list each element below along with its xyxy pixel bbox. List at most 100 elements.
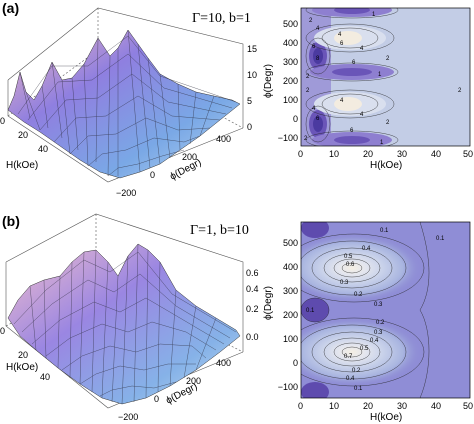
panel-b-contour-xlabel: H(kOe): [370, 412, 402, 423]
contour-label: 6: [352, 60, 356, 66]
panel-b-surface-mesh: [13, 243, 237, 405]
contour-label: 0.5: [344, 254, 353, 260]
panel-a-h-label: H(kOe): [6, 160, 38, 171]
panel-a-contour-x-ticks: 0 10 20 30 40 50 H(kOe): [298, 149, 473, 171]
x-tick: 50: [463, 401, 473, 411]
x-tick: 10: [329, 149, 339, 159]
z-tick: 5: [247, 96, 252, 106]
contour-band: [334, 8, 370, 14]
panel-b-params: Γ=1, b=10: [190, 223, 249, 238]
contour-lobe: [313, 116, 323, 132]
panel-a-surface-mesh: [17, 29, 237, 177]
y-tick: 500: [283, 19, 298, 29]
y-tick: 200: [283, 76, 298, 86]
contour-label: 0.1: [380, 228, 389, 234]
phi-tick: 200: [186, 376, 201, 386]
contour-frame: [300, 221, 471, 399]
contour-label: 4: [316, 26, 320, 32]
phi-tick: 200: [182, 152, 197, 162]
x-tick: 30: [397, 149, 407, 159]
contour-label: 2: [386, 120, 390, 126]
x-tick: 10: [329, 401, 339, 411]
contour-label: 0.2: [352, 368, 361, 374]
h-tick: 0: [0, 326, 5, 336]
x-tick: 40: [431, 149, 441, 159]
panel-a-label: (a): [2, 0, 19, 16]
y-tick: 300: [283, 286, 298, 296]
contour-lobe: [301, 298, 329, 322]
contour-label: 0.3: [374, 302, 383, 308]
contour-frame: [300, 7, 471, 147]
contour-label: 0.4: [370, 338, 379, 344]
h-tick: 40: [40, 372, 50, 382]
contour-label: 0.2: [376, 320, 385, 326]
z-tick: 0.0: [246, 332, 259, 342]
panel-a-h-ticks: 0 20 40 H(kOe): [0, 116, 48, 171]
contour-label: 2: [304, 136, 308, 142]
contour-label: 0.1: [306, 308, 315, 314]
contour-label: 4: [360, 46, 364, 52]
h-tick: 40: [38, 144, 48, 154]
contour-label: 2: [458, 88, 462, 94]
phi-tick: 400: [216, 358, 231, 368]
contour-label: 1: [378, 72, 382, 78]
panel-b-contour-ylabel: ϕ(Degr): [263, 286, 274, 320]
x-tick: 50: [463, 149, 473, 159]
y-tick: 0: [293, 114, 298, 124]
x-tick: 20: [363, 149, 373, 159]
y-tick: 300: [283, 57, 298, 67]
contour-label: 6: [312, 44, 316, 50]
contour-band: [334, 136, 370, 144]
contour-lobe: [301, 222, 329, 238]
panel-a-contour: 2 4 6 8 2 4 6 1 4 6 2 1 2 4 6 2 4 4 2 6: [263, 7, 473, 171]
contour-label: 0.4: [362, 246, 371, 252]
panel-b-contour-y-ticks: −100 0 100 200 300 400 500: [278, 238, 298, 392]
y-tick: 0: [293, 358, 298, 368]
contour-label: 0.7: [344, 354, 353, 360]
z-tick: 0.4: [246, 284, 259, 294]
panel-a-params: Γ=10, b=1: [192, 11, 251, 26]
x-tick: 0: [298, 401, 303, 411]
contour-label: 0.5: [360, 346, 369, 352]
panel-a-contour-xlabel: H(kOe): [370, 160, 402, 171]
contour-label: 4: [340, 98, 344, 104]
z-tick: 0.2: [246, 304, 259, 314]
contour-label: 0.1: [436, 236, 445, 242]
contour-label: 6: [350, 128, 354, 134]
contour-label: 2: [386, 56, 390, 62]
y-tick: 200: [283, 310, 298, 320]
contour-band: [332, 68, 372, 76]
contour-label: 1: [380, 140, 384, 146]
phi-tick: 400: [216, 134, 231, 144]
x-tick: 30: [397, 401, 407, 411]
x-tick: 20: [363, 401, 373, 411]
panel-b-label: (b): [2, 213, 20, 229]
contour-label: 4: [312, 106, 316, 112]
z-tick: 10: [247, 70, 257, 80]
contour-label: 0.3: [374, 330, 383, 336]
phi-tick: 0: [154, 394, 159, 404]
h-tick: 20: [18, 350, 28, 360]
y-tick: 400: [283, 262, 298, 272]
panel-a-contour-ylabel: ϕ(Degr): [263, 64, 274, 98]
h-tick: 20: [18, 130, 28, 140]
contour-label: 0.6: [346, 262, 355, 268]
phi-tick: 0: [150, 170, 155, 180]
contour-label: 4: [338, 32, 342, 38]
z-tick: 0: [247, 122, 252, 132]
x-tick: 40: [431, 401, 441, 411]
contour-peak: [334, 31, 362, 45]
panel-b-contour: 0.1 0.1 0.4 0.5 0.6 0.3 0.2 0.3 0.1 0.2 …: [263, 221, 473, 423]
contour-label: 6: [340, 41, 344, 47]
y-tick: 500: [283, 238, 298, 248]
contour-label: 6: [316, 116, 320, 122]
y-tick: −100: [278, 133, 298, 143]
contour-lobe: [301, 382, 329, 398]
panel-a-contour-labels: 2 4 6 8 2 4 6 1 4 6 2 1 2 4 6 2 4 4 2 6: [304, 12, 462, 146]
y-tick: 400: [283, 38, 298, 48]
panel-a-contour-y-ticks: −100 0 100 200 300 400 500: [278, 19, 298, 143]
y-tick: 100: [283, 334, 298, 344]
z-tick: 0.6: [246, 268, 259, 278]
panel-b: (b) Γ=1, b=10 0.0 0.2 0.4 0.6: [0, 213, 473, 423]
